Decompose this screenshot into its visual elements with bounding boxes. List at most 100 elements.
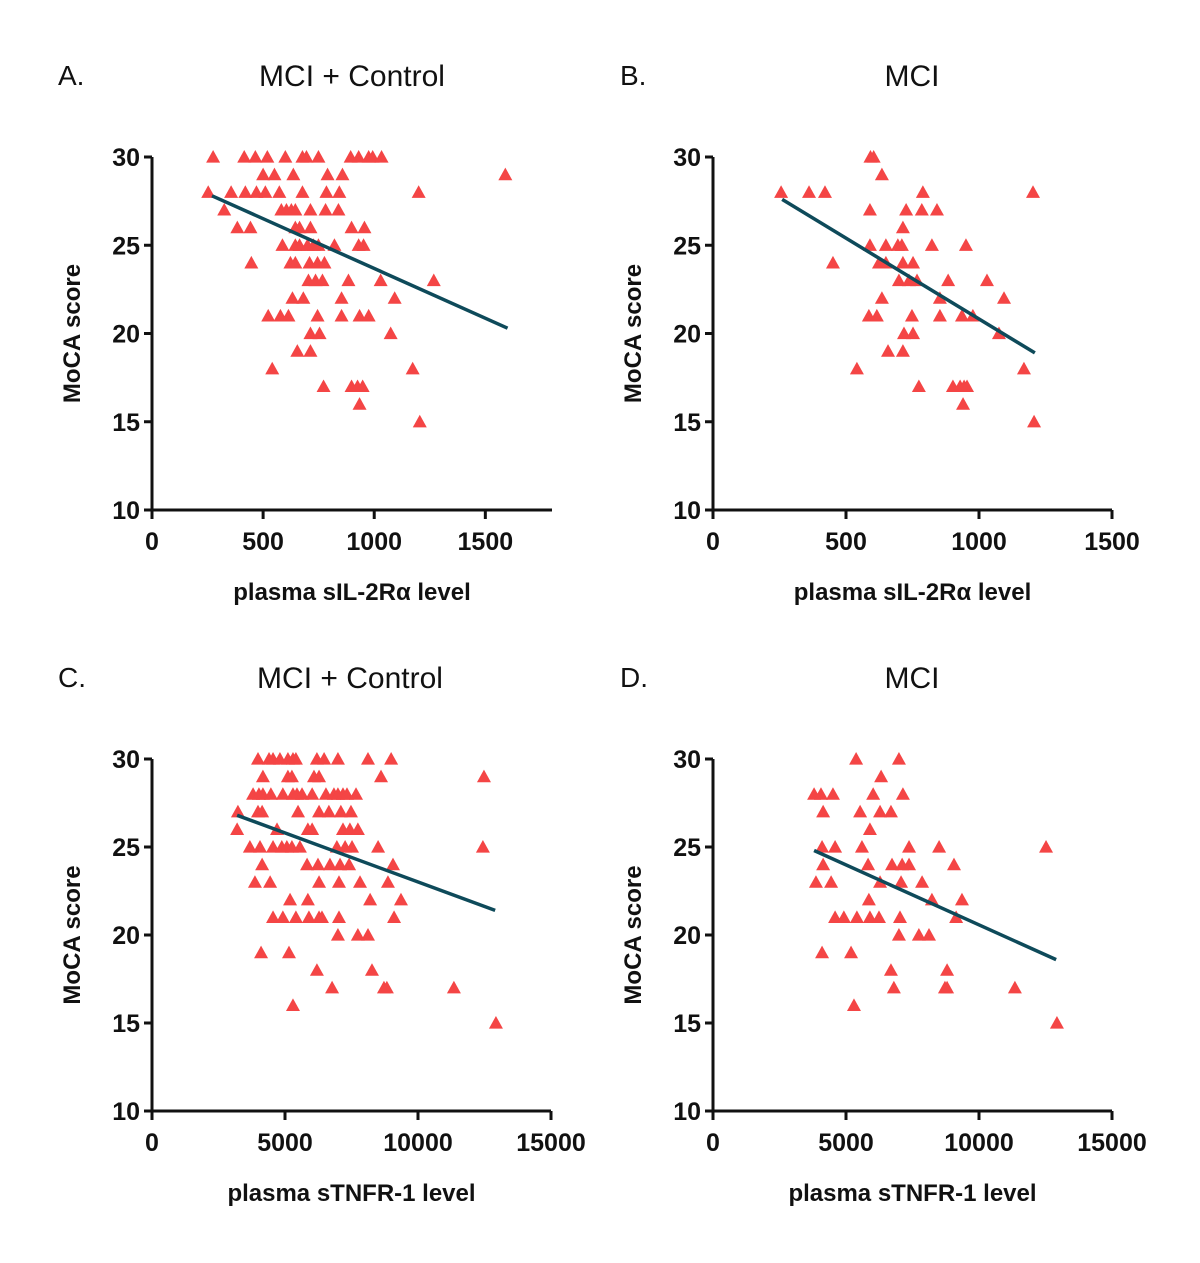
data-point — [385, 857, 400, 871]
data-point — [343, 804, 358, 818]
y-tick-label: 10 — [112, 497, 140, 525]
data-point — [825, 787, 840, 800]
data-point — [331, 875, 346, 888]
data-point — [260, 150, 275, 163]
x-tick-label: 1000 — [346, 528, 402, 556]
data-point — [341, 273, 356, 287]
data-point — [238, 185, 253, 198]
data-point — [286, 167, 301, 181]
data-point — [878, 238, 893, 251]
x-tick-label: 500 — [242, 528, 284, 556]
data-point — [861, 892, 876, 906]
data-point — [312, 326, 327, 340]
data-point — [247, 875, 262, 888]
data-point — [288, 202, 303, 216]
data-point — [1016, 361, 1031, 375]
data-point — [411, 185, 426, 198]
data-point — [914, 202, 929, 216]
y-tick-label: 25 — [112, 834, 140, 862]
data-point — [350, 822, 365, 835]
data-point — [310, 857, 325, 871]
x-axis-title: plasma sTNFR-1 level — [227, 1180, 475, 1207]
y-tick-label: 20 — [112, 922, 140, 950]
data-point — [224, 185, 239, 198]
data-point — [816, 804, 831, 818]
data-point — [295, 185, 310, 198]
data-point — [1007, 980, 1022, 994]
data-point — [862, 822, 877, 835]
y-tick-label: 10 — [112, 1098, 140, 1126]
data-point — [393, 892, 408, 906]
data-point — [296, 291, 311, 304]
data-point — [252, 840, 267, 853]
x-tick-label: 5000 — [818, 1129, 874, 1157]
x-tick-label: 1000 — [951, 528, 1007, 556]
panel-title: MCI — [884, 60, 940, 93]
data-point — [266, 910, 281, 923]
data-point — [373, 273, 388, 287]
data-point — [243, 220, 258, 234]
data-point — [284, 769, 299, 783]
data-point — [869, 308, 884, 322]
data-point — [316, 379, 331, 393]
x-tick-label: 5000 — [257, 1129, 313, 1157]
y-tick-label: 20 — [673, 321, 701, 349]
data-point — [355, 379, 370, 393]
data-point — [412, 414, 427, 428]
y-tick-label: 30 — [673, 144, 701, 172]
data-point — [374, 769, 389, 783]
data-point — [303, 220, 318, 234]
data-point — [861, 857, 876, 871]
data-point — [335, 167, 350, 181]
data-point — [295, 787, 310, 800]
data-point — [379, 980, 394, 994]
data-point — [997, 291, 1012, 304]
data-point — [958, 238, 973, 251]
y-tick-label: 20 — [112, 321, 140, 349]
data-point — [979, 273, 994, 287]
x-tick-label: 15000 — [516, 1129, 586, 1157]
data-point — [300, 857, 315, 871]
x-tick-label: 0 — [706, 1129, 720, 1157]
data-point — [352, 308, 367, 322]
data-point — [272, 185, 287, 198]
data-point — [488, 1016, 503, 1029]
x-tick-label: 10000 — [944, 1129, 1014, 1157]
data-point — [817, 185, 832, 198]
data-point — [891, 273, 906, 287]
data-point — [808, 875, 823, 888]
data-point — [365, 150, 380, 163]
data-point — [446, 980, 461, 994]
scatter-plot-c: 10 15 20 25 30 0 5000 10000 15000 plasma sTNFR-1 … — [59, 746, 586, 1207]
data-point — [317, 752, 332, 765]
x-tick-label: 500 — [825, 528, 867, 556]
data-point — [267, 167, 282, 181]
data-point — [1049, 1016, 1064, 1029]
data-point — [330, 928, 345, 941]
data-point — [836, 910, 851, 923]
y-tick-label: 10 — [673, 1098, 701, 1126]
panel-letter: C. — [58, 662, 86, 693]
data-point — [303, 326, 318, 340]
panel-letter: B. — [620, 60, 647, 91]
data-point — [911, 928, 926, 941]
data-point — [361, 308, 376, 322]
data-point — [849, 752, 864, 765]
data-point — [292, 220, 307, 234]
panel-title: MCI — [884, 662, 940, 695]
data-point — [844, 945, 859, 959]
data-point — [339, 787, 354, 800]
data-point — [217, 202, 232, 216]
data-point — [342, 857, 357, 871]
data-point — [285, 998, 300, 1011]
data-point — [896, 326, 911, 340]
data-point — [904, 308, 919, 322]
data-point — [230, 220, 245, 234]
data-point — [932, 308, 947, 322]
data-point — [849, 910, 864, 923]
data-point — [363, 892, 378, 906]
panel-b: B. MCI 10 15 20 25 30 0 500 1000 1500 plasma sIL-… — [0, 0, 1140, 630]
data-point — [954, 308, 969, 322]
data-point — [325, 980, 340, 994]
data-point — [940, 963, 955, 976]
